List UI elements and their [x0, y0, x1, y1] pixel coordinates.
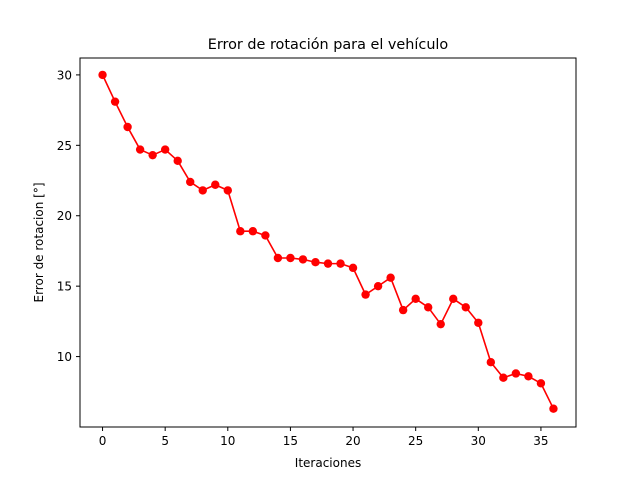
- chart-title: Error de rotación para el vehículo: [208, 37, 449, 53]
- y-tick-label: 20: [57, 209, 72, 223]
- data-point: [198, 186, 207, 195]
- data-point: [386, 273, 395, 282]
- y-axis-label: Error de rotacion [°]: [32, 182, 46, 302]
- plot-area: [98, 70, 558, 413]
- x-axis: 0 5 10 15 20 25 30 35: [99, 427, 549, 448]
- data-point: [474, 318, 483, 327]
- x-tick-label: 25: [408, 434, 423, 448]
- x-tick-label: 20: [345, 434, 360, 448]
- data-point: [98, 70, 107, 80]
- y-tick-label: 10: [57, 350, 72, 364]
- data-point: [223, 186, 232, 195]
- data-point: [536, 379, 546, 388]
- data-point: [186, 177, 195, 187]
- x-tick-label: 15: [283, 434, 298, 448]
- x-tick-label: 5: [161, 434, 169, 448]
- y-axis: 10 15 20 25 30: [57, 68, 80, 364]
- data-point: [486, 358, 496, 367]
- data-point: [211, 180, 220, 189]
- data-point: [160, 145, 170, 154]
- y-tick-label: 30: [57, 68, 72, 82]
- y-tick-label: 15: [57, 280, 72, 294]
- data-point: [123, 122, 132, 132]
- data-point: [336, 259, 345, 268]
- y-tick-label: 25: [57, 139, 72, 153]
- data-point: [298, 255, 308, 264]
- data-point: [173, 156, 182, 166]
- axes-frame: [79, 57, 577, 428]
- data-point: [436, 319, 445, 329]
- x-axis-label: Iteraciones: [295, 456, 361, 470]
- x-tick-label: 10: [220, 434, 235, 448]
- data-point: [286, 253, 295, 263]
- data-point: [148, 150, 157, 160]
- data-point: [348, 263, 358, 273]
- data-point: [524, 372, 533, 381]
- data-point: [411, 294, 420, 304]
- data-point: [248, 227, 258, 236]
- data-point: [549, 404, 558, 413]
- data-point: [135, 145, 145, 154]
- data-point: [236, 227, 245, 236]
- data-point: [311, 258, 320, 267]
- x-tick-label: 0: [99, 434, 107, 448]
- data-point: [323, 259, 333, 268]
- data-point: [273, 253, 283, 263]
- data-point: [461, 303, 470, 312]
- x-tick-label: 35: [533, 434, 548, 448]
- data-point: [261, 231, 270, 240]
- data-point: [449, 294, 458, 304]
- data-point: [511, 369, 521, 378]
- x-tick-label: 30: [471, 434, 486, 448]
- data-point: [398, 305, 408, 315]
- data-point: [499, 373, 508, 382]
- data-point: [110, 97, 120, 106]
- data-point: [361, 290, 370, 299]
- data-point: [373, 281, 383, 291]
- data-point: [424, 303, 433, 312]
